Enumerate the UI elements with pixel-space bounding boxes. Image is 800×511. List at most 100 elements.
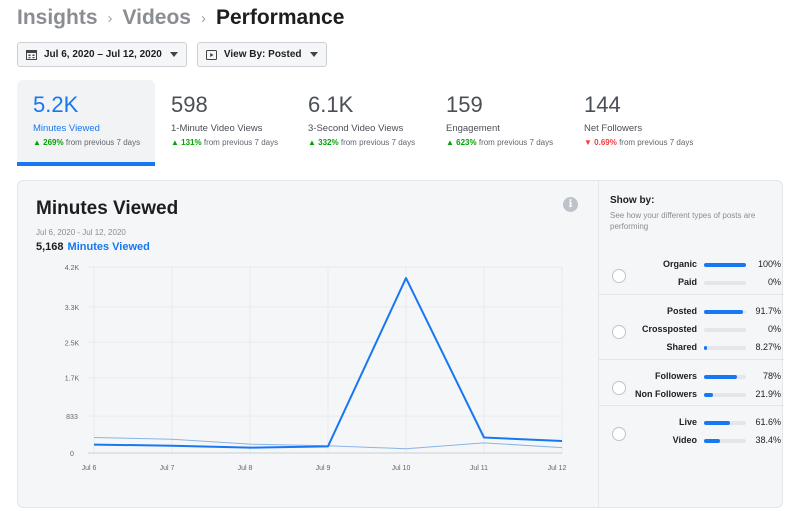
breakdown-row: Paid 0% xyxy=(634,276,781,290)
breakdown-label: Video xyxy=(672,435,697,445)
metric-change: ▲ 623% from previous 7 days xyxy=(446,138,554,147)
change-percent: 269% xyxy=(43,138,64,147)
y-tick-label: 2.5K xyxy=(65,340,80,347)
breakdown-value: 8.27% xyxy=(755,342,781,352)
metric-value: 159 xyxy=(446,92,483,117)
info-icon[interactable]: i xyxy=(563,197,578,212)
date-range-label: Jul 6, 2020 – Jul 12, 2020 xyxy=(44,49,162,60)
breakdown-label: Shared xyxy=(666,342,697,352)
breakdown-label: Live xyxy=(678,417,697,427)
show-by-radio[interactable] xyxy=(612,381,626,395)
x-tick-label: Jul 11 xyxy=(470,465,488,472)
breakdown-label: Posted xyxy=(666,306,697,316)
breakdown-row: Non Followers 21.9% xyxy=(634,388,781,402)
change-suffix: from previous 7 days xyxy=(478,138,554,147)
caret-down-icon xyxy=(169,52,178,57)
breakdown-value: 91.7% xyxy=(755,306,781,316)
metric-change: ▲ 332% from previous 7 days xyxy=(308,138,416,147)
metric-label: Minutes Viewed xyxy=(33,123,100,134)
metric-value: 6.1K xyxy=(308,92,354,117)
view-by-label: View By: Posted xyxy=(223,49,302,60)
metric-change: ▼ 0.69% from previous 7 days xyxy=(584,138,694,147)
x-tick-label: Jul 6 xyxy=(82,465,97,472)
group-divider xyxy=(599,405,784,406)
group-divider xyxy=(599,359,784,360)
calendar-icon xyxy=(26,50,37,60)
metric-tab-minutes-viewed[interactable]: 5.2K Minutes Viewed ▲ 269% from previous… xyxy=(17,80,155,166)
filter-bar: Jul 6, 2020 – Jul 12, 2020 View By: Post… xyxy=(17,42,327,67)
metric-tab-engagement[interactable]: 159 Engagement ▲ 623% from previous 7 da… xyxy=(430,80,568,166)
metric-value: 5.2K xyxy=(33,92,79,117)
chart-title: Minutes Viewed xyxy=(36,198,179,219)
change-suffix: from previous 7 days xyxy=(340,138,416,147)
breakdown-row: Followers 78% xyxy=(634,370,781,384)
breakdown-bar-track xyxy=(704,393,746,397)
metric-change: ▲ 269% from previous 7 days xyxy=(33,138,141,147)
chevron-right-icon: › xyxy=(201,9,206,27)
date-range-button[interactable]: Jul 6, 2020 – Jul 12, 2020 xyxy=(17,42,187,67)
change-percent: 332% xyxy=(318,138,339,147)
metric-tab-3-second-views[interactable]: 6.1K 3-Second Video Views ▲ 332% from pr… xyxy=(292,80,430,166)
series-line-primary xyxy=(93,277,563,449)
breakdown-value: 21.9% xyxy=(755,389,781,399)
breadcrumb-insights[interactable]: Insights xyxy=(17,6,98,29)
breakdown-value: 100% xyxy=(757,259,781,269)
breakdown-value: 0% xyxy=(767,277,781,287)
breakdown-row: Crossposted 0% xyxy=(634,323,781,337)
show-by-radio[interactable] xyxy=(612,427,626,441)
breakdown-value: 0% xyxy=(767,324,781,334)
metric-label: 1-Minute Video Views xyxy=(171,123,263,134)
breakdown-label: Crossposted xyxy=(641,324,697,334)
breakdown-row: Shared 8.27% xyxy=(634,341,781,355)
change-percent: 623% xyxy=(456,138,477,147)
breakdown-bar-track xyxy=(704,328,746,332)
chart-total: 5,168 Minutes Viewed xyxy=(36,241,150,253)
x-tick-label: Jul 8 xyxy=(238,465,253,472)
metric-value: 144 xyxy=(584,92,621,117)
breakdown-value: 78% xyxy=(762,371,781,381)
breakdown-bar-track xyxy=(704,263,746,267)
metric-tabs: 5.2K Minutes Viewed ▲ 269% from previous… xyxy=(17,80,783,166)
breakdown-bar-fill xyxy=(704,421,730,425)
breakdown-value: 61.6% xyxy=(755,417,781,427)
breakdown-row: Organic 100% xyxy=(634,258,781,272)
show-by-radio[interactable] xyxy=(612,325,626,339)
breakdown-label: Organic xyxy=(662,259,697,269)
line-chart: 0 833 1.7K 2.5K 3.3K 4.2K Jul 6 Jul 7 Jul 8 Jul 9… xyxy=(65,265,567,472)
chart-date-range: Jul 6, 2020 - Jul 12, 2020 xyxy=(36,228,126,237)
metric-label: Net Followers xyxy=(584,123,643,134)
breakdown-label: Non Followers xyxy=(634,389,697,399)
y-tick-label: 1.7K xyxy=(65,376,80,383)
breakdown-bar-track xyxy=(704,346,746,350)
y-tick-label: 4.2K xyxy=(65,265,80,272)
group-divider xyxy=(599,294,784,295)
metric-tab-net-followers[interactable]: 144 Net Followers ▼ 0.69% from previous … xyxy=(568,80,718,166)
x-tick-label: Jul 10 xyxy=(392,465,411,472)
breakdown-bar-track xyxy=(704,375,746,379)
total-value: 5,168 xyxy=(36,241,64,253)
breakdown-row: Live 61.6% xyxy=(634,416,781,430)
view-by-button[interactable]: View By: Posted xyxy=(196,42,327,67)
show-by-description: See how your different types of posts ar… xyxy=(610,211,756,231)
metric-tab-1-minute-views[interactable]: 598 1-Minute Video Views ▲ 131% from pre… xyxy=(155,80,293,166)
chart-panel: Minutes Viewed i Jul 6, 2020 - Jul 12, 2… xyxy=(17,180,784,508)
metric-label: 3-Second Video Views xyxy=(308,123,404,134)
breakdown-bar-track xyxy=(704,421,746,425)
change-suffix: from previous 7 days xyxy=(203,138,279,147)
change-suffix: from previous 7 days xyxy=(619,138,694,147)
change-suffix: from previous 7 days xyxy=(65,138,141,147)
x-tick-label: Jul 7 xyxy=(160,465,175,472)
breadcrumb-videos[interactable]: Videos xyxy=(122,6,191,29)
x-tick-label: Jul 12 xyxy=(548,465,567,472)
breakdown-row: Video 38.4% xyxy=(634,434,781,448)
breakdown-bar-track xyxy=(704,439,746,443)
breakdown-bar-fill xyxy=(704,263,746,267)
y-tick-label: 0 xyxy=(70,451,74,458)
caret-down-icon xyxy=(309,52,318,57)
show-by-radio[interactable] xyxy=(612,269,626,283)
breakdown-bar-fill xyxy=(704,346,708,350)
breakdown-bar-track xyxy=(704,310,746,314)
breakdown-bar-fill xyxy=(704,393,714,397)
metric-label: Engagement xyxy=(446,123,500,134)
metric-value: 598 xyxy=(171,92,208,117)
